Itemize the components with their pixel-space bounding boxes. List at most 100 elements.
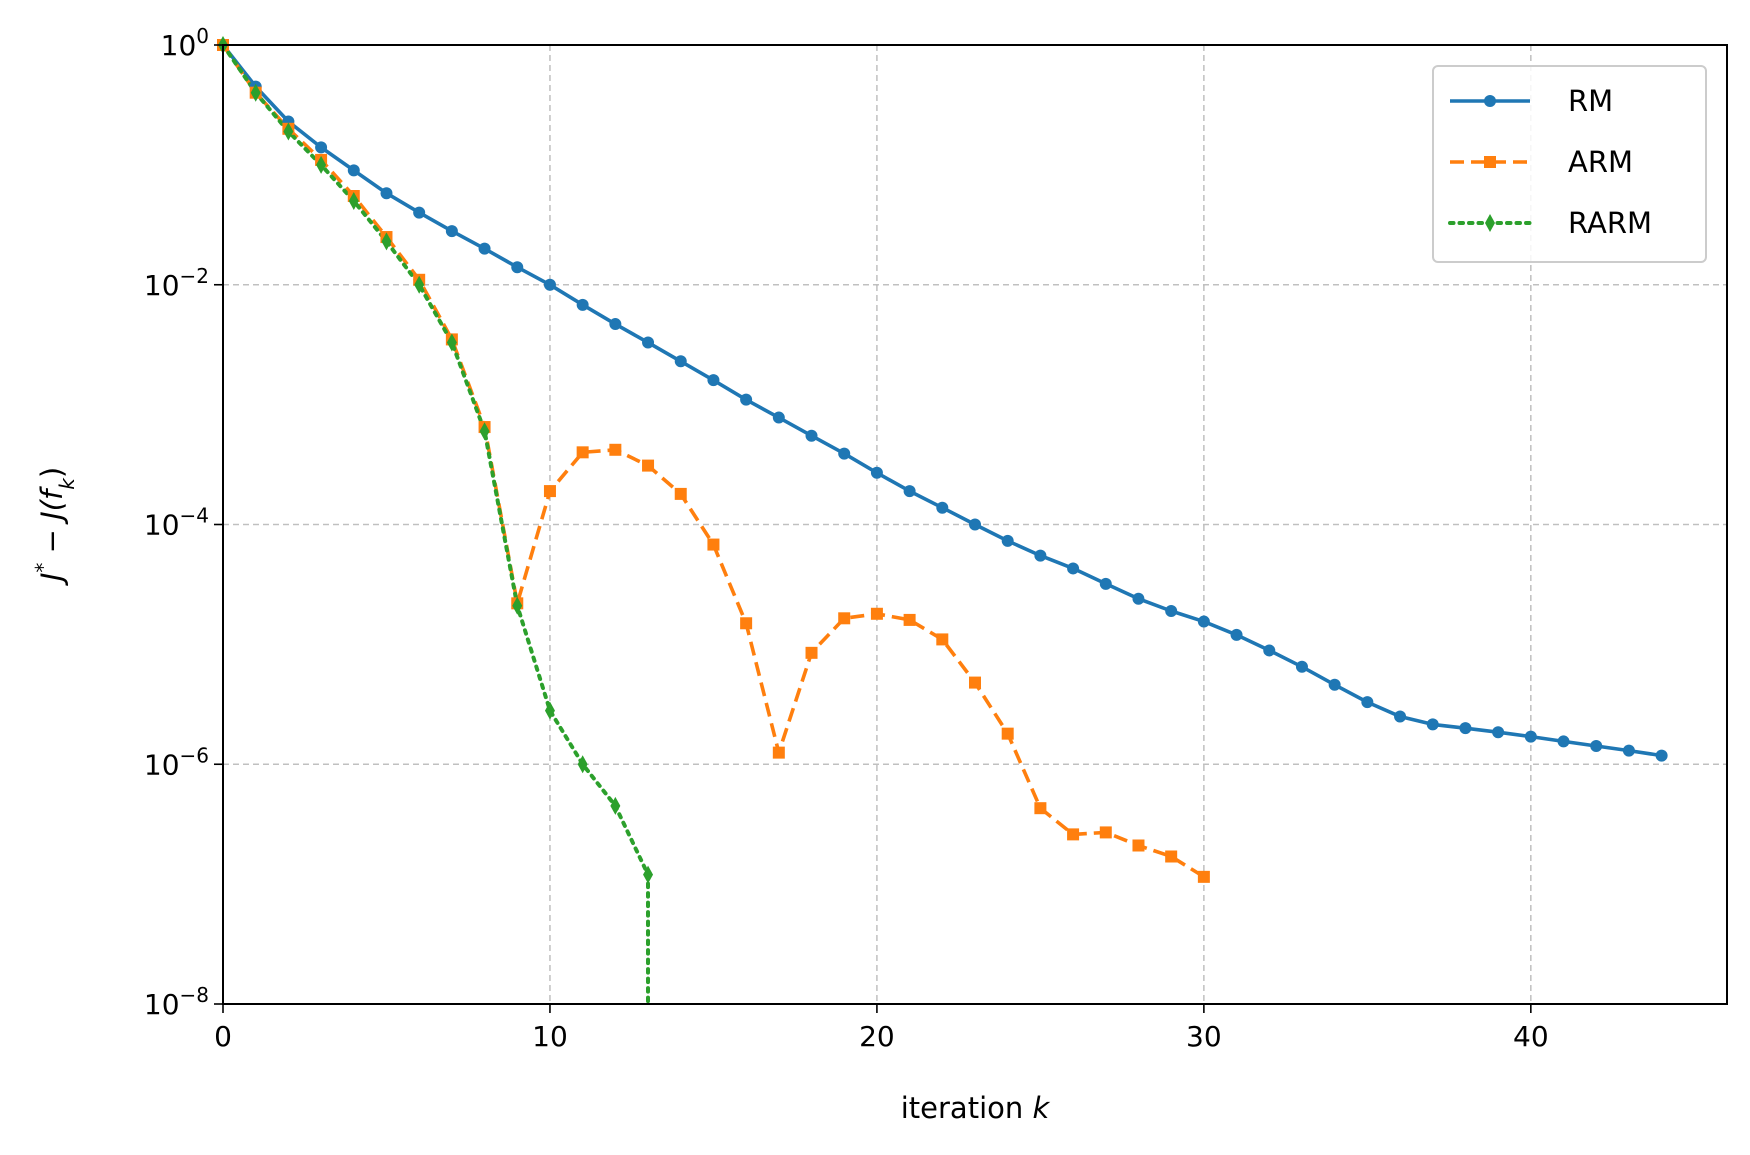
data-point-arm (1067, 828, 1080, 841)
data-point-rm (740, 393, 753, 406)
data-point-rm (1132, 592, 1145, 605)
data-point-rarm (610, 796, 621, 815)
data-point-rm (1001, 534, 1014, 547)
data-point-rm (1622, 744, 1635, 757)
data-point-rm (1099, 577, 1112, 590)
data-point-arm (838, 612, 851, 625)
data-point-rm (1197, 615, 1210, 628)
data-point-rarm (479, 422, 490, 441)
data-point-rm (903, 485, 916, 498)
data-point-arm (609, 443, 622, 456)
data-point-rm (1524, 730, 1537, 743)
y-tick-label: 10−4 (144, 504, 209, 542)
data-point-rm (838, 447, 851, 460)
legend-item-arm: ARM (1450, 145, 1633, 179)
data-point-arm (1099, 826, 1112, 839)
y-axis: 100 10−2 10−4 10−6 10−8 (144, 24, 223, 1021)
data-point-arm (576, 446, 589, 459)
data-point-arm (903, 613, 916, 626)
data-point-rm (1165, 604, 1178, 617)
data-point-rarm (381, 232, 392, 251)
legend-item-rarm: RARM (1448, 206, 1652, 240)
data-point-arm (707, 538, 720, 551)
data-point-rm (1263, 644, 1276, 657)
x-tick-label: 0 (214, 1020, 232, 1053)
data-point-arm (1132, 839, 1145, 852)
legend-marker-arm (1484, 156, 1496, 168)
data-point-arm (740, 617, 753, 630)
x-tick-label: 30 (1186, 1020, 1222, 1053)
data-point-rarm (512, 596, 523, 615)
data-point-rarm (283, 122, 294, 141)
data-point-rm (1590, 739, 1603, 752)
data-point-rm (1459, 722, 1472, 735)
data-point-rm (1067, 562, 1080, 575)
data-point-rm (1426, 718, 1439, 731)
data-point-rm (1361, 696, 1374, 709)
data-point-rm (1557, 735, 1570, 748)
data-point-rarm (446, 333, 457, 352)
legend-item-rm: RM (1450, 84, 1613, 118)
data-point-rarm (348, 191, 359, 210)
data-point-arm (969, 676, 981, 689)
data-point-rm (315, 141, 328, 154)
data-point-rm (772, 411, 785, 424)
data-point-rm (576, 298, 589, 311)
data-point-rm (870, 466, 883, 479)
data-point-rm (1295, 660, 1308, 673)
y-tick-label: 10−8 (144, 983, 209, 1021)
data-point-rarm (250, 83, 261, 102)
legend: RM ARM RARM (1432, 65, 1707, 263)
data-point-rm (380, 187, 393, 200)
data-point-rm (936, 501, 949, 514)
data-point-rm (1492, 726, 1505, 739)
data-point-rm (1034, 549, 1047, 562)
legend-marker-rm (1484, 95, 1496, 107)
data-point-rarm (414, 275, 425, 294)
x-axis-label: iteration k (901, 1091, 1051, 1125)
data-point-rm (1394, 710, 1407, 723)
data-point-rm (1230, 628, 1243, 641)
legend-box (1432, 65, 1707, 263)
legend-marker-rarm (1485, 214, 1495, 232)
data-point-rm (511, 261, 524, 274)
data-point-rm (478, 242, 491, 255)
data-point-rm (642, 336, 655, 349)
data-point-arm (1034, 802, 1047, 815)
series-markers-rarm (218, 36, 654, 884)
legend-label-arm: ARM (1568, 145, 1633, 179)
data-point-rarm (577, 755, 588, 774)
data-point-rm (969, 518, 981, 531)
data-point-rm (347, 164, 360, 177)
data-point-rm (805, 429, 818, 442)
x-tick-label: 10 (532, 1020, 568, 1053)
x-axis: 0 10 20 30 40 (214, 1004, 1549, 1053)
y-tick-label: 100 (161, 24, 209, 62)
data-point-rm (674, 355, 687, 368)
data-point-rarm (544, 701, 555, 720)
data-point-rm (445, 225, 458, 238)
data-point-rarm (643, 865, 654, 884)
data-point-arm (772, 746, 785, 759)
x-tick-label: 40 (1513, 1020, 1549, 1053)
data-point-arm (1001, 727, 1014, 740)
data-point-rm (707, 374, 720, 387)
legend-label-rarm: RARM (1568, 206, 1652, 240)
series-markers-rm (217, 39, 1668, 762)
data-point-rm (1655, 749, 1668, 762)
data-point-rarm (316, 155, 327, 174)
data-point-arm (674, 487, 687, 500)
y-tick-label: 10−6 (144, 743, 209, 781)
data-point-rm (609, 318, 622, 331)
x-tick-label: 20 (859, 1020, 895, 1053)
data-point-arm (936, 633, 949, 646)
data-point-arm (642, 459, 655, 472)
data-point-rm (413, 206, 426, 219)
y-tick-label: 10−2 (144, 264, 209, 302)
series-line-rarm (223, 45, 650, 1004)
data-point-arm (1165, 850, 1178, 863)
legend-label-rm: RM (1568, 84, 1613, 118)
data-point-arm (805, 646, 818, 659)
data-point-rm (543, 278, 556, 291)
